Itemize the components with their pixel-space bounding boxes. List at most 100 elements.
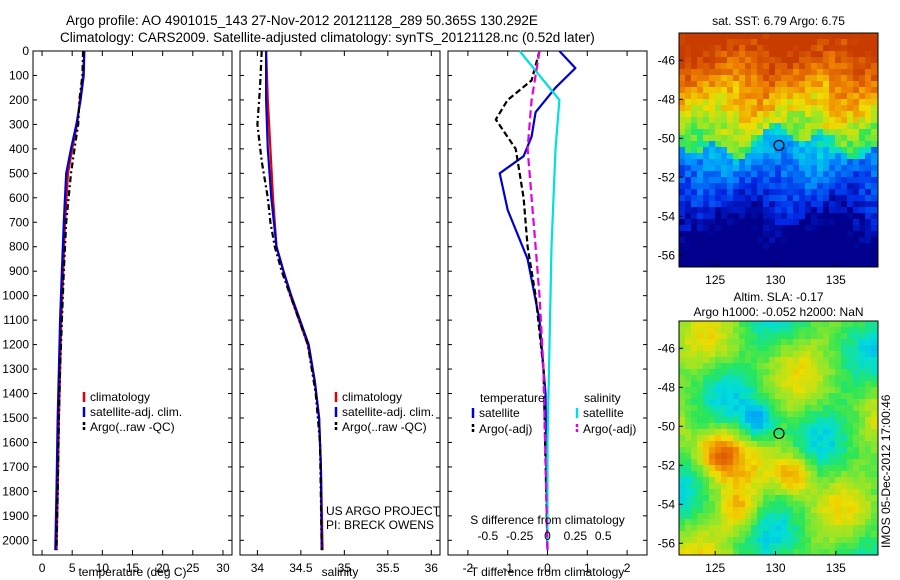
heatmap-cell bbox=[781, 69, 788, 76]
heatmap-cell bbox=[685, 501, 692, 508]
heatmap-cell bbox=[787, 219, 794, 226]
heatmap-cell bbox=[865, 513, 872, 520]
heatmap-cell bbox=[727, 501, 734, 508]
heatmap-cell bbox=[859, 345, 866, 352]
heatmap-cell bbox=[817, 393, 824, 400]
heatmap-cell bbox=[721, 87, 728, 94]
heatmap-cell bbox=[733, 375, 740, 382]
heatmap-cell bbox=[793, 87, 800, 94]
heatmap-cell bbox=[811, 399, 818, 406]
heatmap-cell bbox=[817, 189, 824, 196]
heatmap-cell bbox=[817, 171, 824, 178]
heatmap-cell bbox=[805, 471, 812, 478]
heatmap-cell bbox=[715, 261, 722, 267]
heatmap-cell bbox=[691, 123, 698, 130]
heatmap-cell bbox=[847, 87, 854, 94]
heatmap-cell bbox=[739, 207, 746, 214]
heatmap-cell bbox=[853, 153, 860, 160]
heatmap-cell bbox=[787, 363, 794, 370]
heatmap-cell bbox=[721, 459, 728, 466]
heatmap-cell bbox=[847, 501, 854, 508]
heatmap-cell bbox=[781, 537, 788, 544]
heatmap-cell bbox=[769, 105, 776, 112]
heatmap-cell bbox=[727, 495, 734, 502]
heatmap-cell bbox=[865, 237, 872, 244]
heatmap-cell bbox=[871, 231, 878, 238]
heatmap-cell bbox=[829, 111, 836, 118]
heatmap-cell bbox=[787, 45, 794, 52]
heatmap-cell bbox=[799, 549, 806, 555]
heatmap-cell bbox=[751, 63, 758, 70]
heatmap-cell bbox=[733, 207, 740, 214]
heatmap-cell bbox=[763, 177, 770, 184]
heatmap-cell bbox=[787, 333, 794, 340]
heatmap-cell bbox=[853, 477, 860, 484]
heatmap-cell bbox=[739, 99, 746, 106]
heatmap-cell bbox=[751, 189, 758, 196]
heatmap-cell bbox=[691, 57, 698, 64]
heatmap-cell bbox=[853, 117, 860, 124]
heatmap-cell bbox=[829, 75, 836, 82]
chart-title-line2: Climatology: CARS2009. Satellite-adjuste… bbox=[60, 30, 595, 45]
annotation-text: PI: BRECK OWENS bbox=[326, 518, 434, 532]
heatmap-cell bbox=[847, 165, 854, 172]
heatmap-cell bbox=[841, 123, 848, 130]
heatmap-cell bbox=[805, 351, 812, 358]
heatmap-cell bbox=[871, 243, 878, 250]
heatmap-cell bbox=[727, 549, 734, 555]
heatmap-cell bbox=[853, 123, 860, 130]
heatmap-cell bbox=[841, 543, 848, 550]
heatmap-cell bbox=[775, 429, 782, 436]
heatmap-cell bbox=[709, 543, 716, 550]
heatmap-cell bbox=[733, 93, 740, 100]
heatmap-cell bbox=[727, 357, 734, 364]
heatmap-cell bbox=[757, 189, 764, 196]
heatmap-cell bbox=[691, 513, 698, 520]
heatmap-cell bbox=[835, 483, 842, 490]
heatmap-cell bbox=[865, 33, 872, 40]
heatmap-cell bbox=[769, 381, 776, 388]
heatmap-cell bbox=[853, 33, 860, 40]
heatmap-cell bbox=[865, 111, 872, 118]
heatmap-cell bbox=[763, 417, 770, 424]
heatmap-cell bbox=[709, 465, 716, 472]
heatmap-cell bbox=[721, 471, 728, 478]
heatmap-cell bbox=[733, 201, 740, 208]
heatmap-cell bbox=[733, 429, 740, 436]
y-tick-label: -54 bbox=[658, 497, 676, 511]
heatmap-cell bbox=[745, 207, 752, 214]
heatmap-cell bbox=[715, 153, 722, 160]
heatmap-cell bbox=[841, 225, 848, 232]
heatmap-cell bbox=[871, 249, 878, 256]
heatmap-cell bbox=[769, 225, 776, 232]
heatmap-cell bbox=[733, 231, 740, 238]
secondary-tick-label: -0.5 bbox=[477, 529, 498, 543]
heatmap-cell bbox=[769, 45, 776, 52]
heatmap-cell bbox=[835, 105, 842, 112]
heatmap-cell bbox=[775, 387, 782, 394]
heatmap-cell bbox=[757, 339, 764, 346]
heatmap-cell bbox=[697, 75, 704, 82]
heatmap-cell bbox=[745, 93, 752, 100]
heatmap-cell bbox=[679, 351, 686, 358]
heatmap-cell bbox=[793, 327, 800, 334]
heatmap-cell bbox=[763, 345, 770, 352]
heatmap-cell bbox=[823, 447, 830, 454]
heatmap-cell bbox=[799, 201, 806, 208]
heatmap-cell bbox=[727, 111, 734, 118]
heatmap-cell bbox=[859, 513, 866, 520]
heatmap-cell bbox=[823, 429, 830, 436]
heatmap-cell bbox=[847, 141, 854, 148]
heatmap-cell bbox=[811, 87, 818, 94]
heatmap-cell bbox=[679, 51, 686, 58]
heatmap-cell bbox=[805, 525, 812, 532]
heatmap-cell bbox=[715, 51, 722, 58]
heatmap-cell bbox=[799, 147, 806, 154]
heatmap-cell bbox=[775, 159, 782, 166]
heatmap-cell bbox=[829, 219, 836, 226]
heatmap-cell bbox=[751, 393, 758, 400]
legend-label: climatology bbox=[90, 390, 150, 404]
heatmap-cell bbox=[679, 207, 686, 214]
heatmap-cell bbox=[739, 123, 746, 130]
heatmap-cell bbox=[769, 243, 776, 250]
